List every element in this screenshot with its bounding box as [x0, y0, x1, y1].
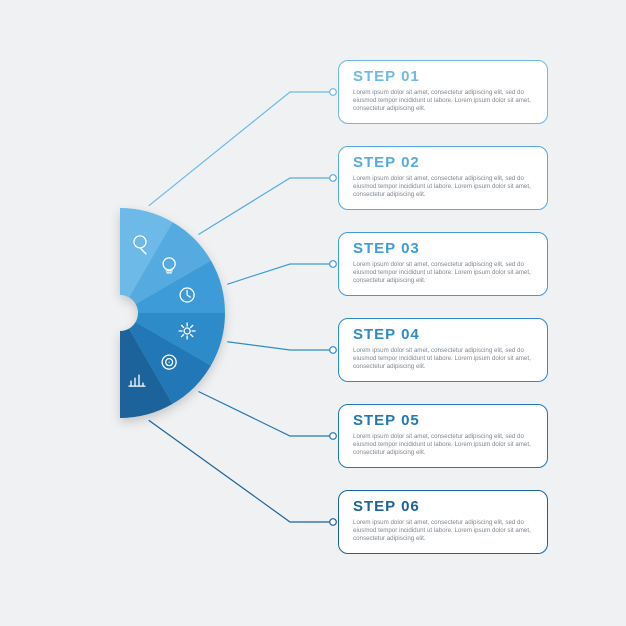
step-title: STEP 04 [353, 327, 533, 344]
connector-dot-1 [330, 89, 337, 96]
connector-dot-2 [330, 175, 337, 182]
step-box-3: STEP 03 Lorem ipsum dolor sit amet, conse… [338, 232, 548, 296]
step-body: Lorem ipsum dolor sit amet, consectetur … [353, 89, 533, 114]
step-title: STEP 02 [353, 155, 533, 172]
step-title: STEP 05 [353, 413, 533, 430]
connector-dot-4 [330, 347, 337, 354]
step-box-6: STEP 06 Lorem ipsum dolor sit amet, conse… [338, 490, 548, 554]
step-body: Lorem ipsum dolor sit amet, consectetur … [353, 175, 533, 200]
step-body: Lorem ipsum dolor sit amet, consectetur … [353, 519, 533, 544]
connector-line-4 [227, 342, 333, 350]
connector-dot-5 [330, 433, 337, 440]
connector-dot-6 [330, 519, 337, 526]
connector-line-2 [198, 178, 333, 235]
step-title: STEP 06 [353, 499, 533, 516]
connector-line-1 [149, 92, 333, 206]
connector-dot-3 [330, 261, 337, 268]
connector-line-3 [227, 264, 333, 284]
step-box-1: STEP 01 Lorem ipsum dolor sit amet, conse… [338, 60, 548, 124]
step-title: STEP 03 [353, 241, 533, 258]
connector-line-5 [198, 391, 333, 436]
step-box-4: STEP 04 Lorem ipsum dolor sit amet, conse… [338, 318, 548, 382]
step-title: STEP 01 [353, 69, 533, 86]
step-box-5: STEP 05 Lorem ipsum dolor sit amet, conse… [338, 404, 548, 468]
step-box-2: STEP 02 Lorem ipsum dolor sit amet, conse… [338, 146, 548, 210]
step-body: Lorem ipsum dolor sit amet, consectetur … [353, 433, 533, 458]
step-body: Lorem ipsum dolor sit amet, consectetur … [353, 261, 533, 286]
step-body: Lorem ipsum dolor sit amet, consectetur … [353, 347, 533, 372]
